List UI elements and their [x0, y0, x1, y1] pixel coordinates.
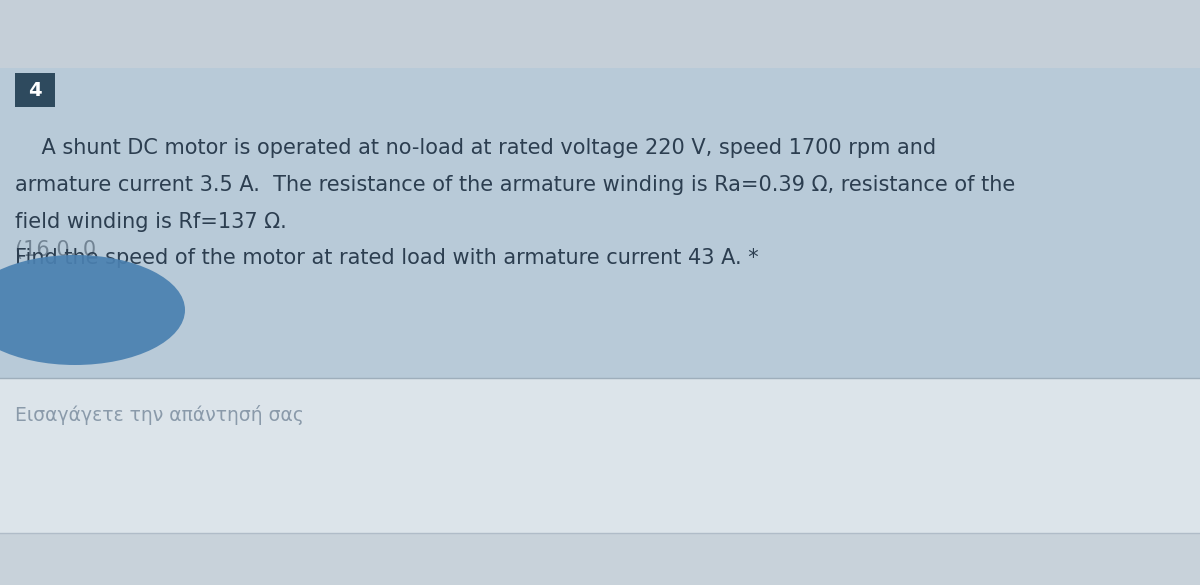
Ellipse shape: [0, 255, 185, 365]
Text: armature current 3.5 A.  The resistance of the armature winding is Ra=0.39 Ω, re: armature current 3.5 A. The resistance o…: [14, 175, 1015, 195]
Text: Εισαγάγετε την απάντησή σας: Εισαγάγετε την απάντησή σας: [14, 405, 304, 425]
Bar: [0, 68, 1200, 378]
Text: A shunt DC motor is operated at no-load at rated voltage 220 V, speed 1700 rpm a: A shunt DC motor is operated at no-load …: [14, 138, 936, 158]
Text: 4: 4: [28, 81, 42, 99]
Bar: [14, 73, 55, 107]
Bar: [0, 533, 1200, 585]
Bar: [0, 378, 1200, 533]
Text: (16 0. 0: (16 0. 0: [14, 240, 96, 260]
Text: field winding is Rf=137 Ω.: field winding is Rf=137 Ω.: [14, 212, 287, 232]
Text: Find the speed of the motor at rated load with armature current 43 A. *: Find the speed of the motor at rated loa…: [14, 248, 758, 268]
Bar: [0, 0, 1200, 68]
